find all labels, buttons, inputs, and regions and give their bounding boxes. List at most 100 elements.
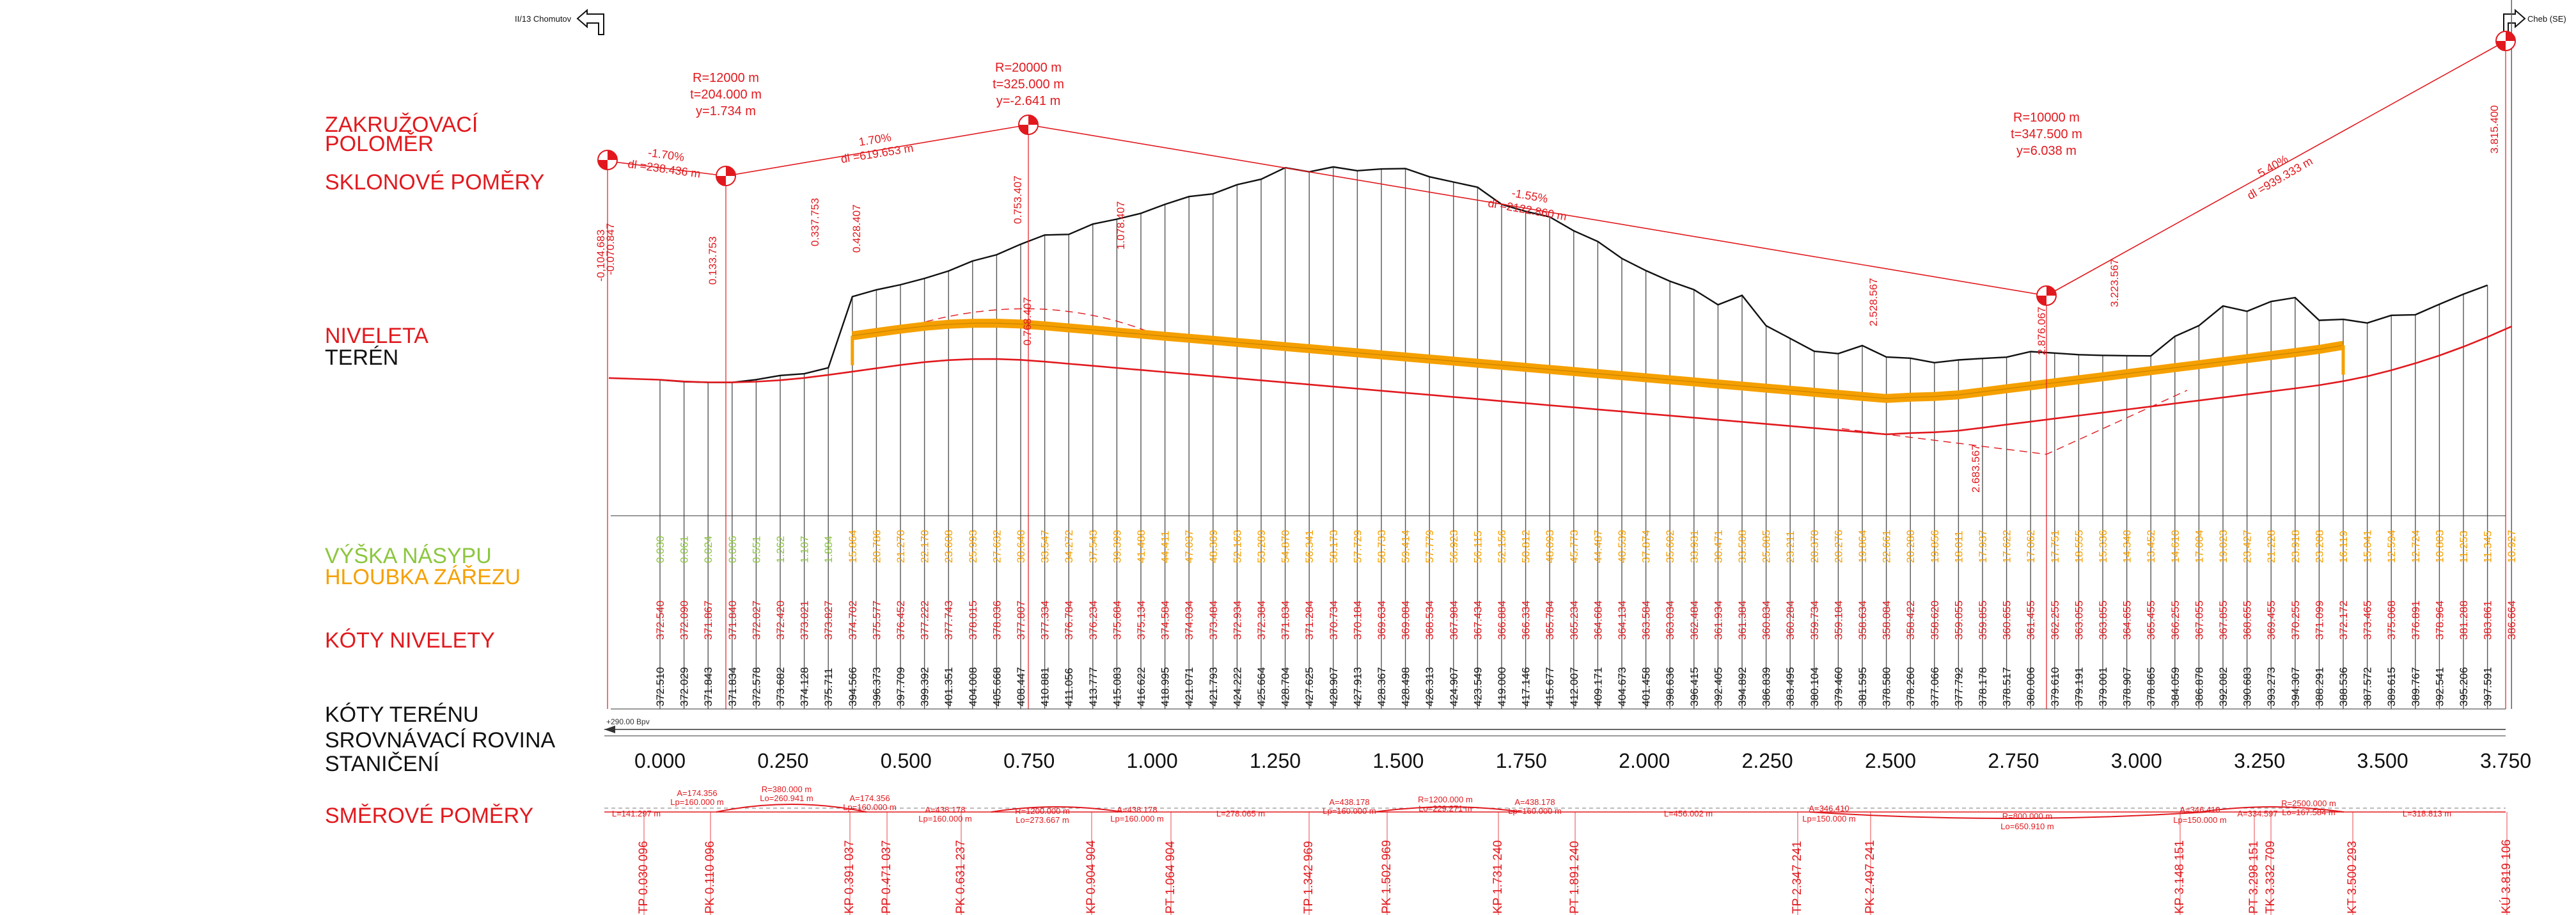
niveleta-elev-value: 366.884 bbox=[1496, 601, 1508, 640]
teren-elev-value: 392.541 bbox=[2433, 667, 2446, 706]
niveleta-elev-value: 361.384 bbox=[1736, 601, 1748, 640]
niveleta-elev-value: 367.434 bbox=[1472, 601, 1484, 640]
curve-tangent: t=347.500 m bbox=[2011, 127, 2082, 141]
teren-elev-value: 404.008 bbox=[967, 667, 979, 706]
height-value: 41.488 bbox=[1135, 530, 1147, 563]
pvi-marker-icon bbox=[2495, 31, 2516, 709]
teren-elev-value: 372.578 bbox=[750, 667, 762, 706]
height-value: 20.280 bbox=[1905, 530, 1917, 563]
height-value: 37.543 bbox=[1087, 530, 1099, 563]
height-value: 39.399 bbox=[1111, 530, 1123, 563]
label-koty-terenu: KÓTY TERÉNU bbox=[325, 703, 479, 727]
station-label: 2.750 bbox=[1988, 749, 2039, 772]
niveleta-elev-value: 362.484 bbox=[1688, 601, 1700, 640]
niveleta-elev-value: 363.584 bbox=[1640, 601, 1653, 640]
curve-ordinate: y=6.038 m bbox=[2016, 144, 2077, 158]
teren-elev-value: 378.517 bbox=[2001, 667, 2013, 706]
niveleta-elev-value: 359.184 bbox=[1832, 601, 1844, 640]
height-value: 21.228 bbox=[2265, 530, 2277, 563]
niveleta-elev-value: 363.055 bbox=[2073, 601, 2085, 640]
height-value: 12.724 bbox=[2410, 530, 2422, 563]
tangent-extension bbox=[888, 308, 1152, 333]
teren-elev-value: 427.913 bbox=[1351, 667, 1363, 706]
row-labels: ZAKRUŽOVACÍ POLOMĚR SKLONOVÉ POMĚRY NIVE… bbox=[325, 113, 556, 828]
niveleta-elev-value: 373.827 bbox=[822, 601, 835, 640]
niveleta-line bbox=[608, 326, 2512, 436]
pvi-value: -0.070.847 bbox=[604, 223, 617, 275]
teren-elev-value: 388.291 bbox=[2313, 667, 2325, 706]
teren-elev-value: 383.495 bbox=[1784, 667, 1796, 706]
curve-bump bbox=[991, 806, 1123, 813]
alignment-point: PK 0.110 096 bbox=[703, 841, 717, 914]
niveleta-elev-value: 375.684 bbox=[1111, 601, 1123, 640]
alignment-point: TP 2.347 241 bbox=[1791, 841, 1804, 914]
niveleta-elev-value: 377.743 bbox=[943, 601, 955, 640]
grade-tangent bbox=[1028, 124, 2047, 296]
alignment-l2: L=278.065 m bbox=[1216, 809, 1265, 818]
height-value: 22.170 bbox=[919, 530, 931, 563]
height-value: 23.427 bbox=[2242, 530, 2254, 563]
station-label: 1.250 bbox=[1250, 749, 1301, 772]
teren-elev-value: 381.595 bbox=[1857, 667, 1869, 706]
alignment-lo2: Lo=273.667 m bbox=[1016, 815, 1069, 825]
niveleta-elev-value: 370.734 bbox=[1328, 601, 1340, 640]
height-value: 14.340 bbox=[2121, 530, 2133, 563]
alignment-lp5: Lp=160.000 m bbox=[1323, 806, 1376, 816]
niveleta-elev-value: 378.036 bbox=[991, 601, 1003, 640]
teren-elev-value: 410.881 bbox=[1039, 667, 1051, 706]
niveleta-elev-value: 361.934 bbox=[1712, 601, 1724, 640]
niveleta-elev-value: 359.855 bbox=[1977, 601, 1989, 640]
niveleta-elev-value: 358.620 bbox=[1929, 601, 1941, 640]
height-value: 33.508 bbox=[1736, 530, 1748, 563]
teren-elev-value: 375.711 bbox=[822, 668, 835, 706]
niveleta-elev-value: 366.334 bbox=[1520, 601, 1532, 640]
niveleta-elev-value: 360.834 bbox=[1761, 601, 1773, 640]
niveleta-elev-value: 365.234 bbox=[1568, 601, 1580, 640]
teren-elev-value: 372.510 bbox=[654, 667, 666, 706]
niveleta-elev-value: 358.422 bbox=[1905, 601, 1917, 640]
teren-elev-value: 378.907 bbox=[2121, 667, 2133, 706]
teren-elev-value: 394.307 bbox=[2289, 667, 2302, 706]
height-value: 48.309 bbox=[1207, 530, 1220, 563]
niveleta-elev-value: 373.484 bbox=[1207, 601, 1220, 640]
height-value: 58.173 bbox=[1328, 530, 1340, 563]
niveleta-elev-value: 359.734 bbox=[1809, 601, 1821, 640]
pvi-marker-icon bbox=[1018, 115, 1039, 709]
alignment-lp2: Lp=160.000 m bbox=[843, 802, 896, 812]
height-value: 25.993 bbox=[967, 530, 979, 563]
niveleta-elev-value: 375.577 bbox=[870, 601, 883, 640]
teren-elev-value: 380.006 bbox=[2025, 667, 2037, 706]
pvi-quarter bbox=[1019, 125, 1028, 134]
pvi-symbols bbox=[597, 31, 2516, 709]
niveleta-elev-value: 378.015 bbox=[967, 601, 979, 640]
station-label: 0.000 bbox=[634, 749, 686, 772]
pvi-value: 2.528.567 bbox=[1867, 278, 1880, 326]
teren-elev-value: 425.664 bbox=[1255, 667, 1268, 706]
curve-bump bbox=[1809, 811, 2207, 819]
teren-elev-value: 427.625 bbox=[1303, 667, 1315, 706]
alignment-points: TP 0.030 096 PK 0.110 096 KP 0.391 037 PP 0… bbox=[637, 812, 2513, 915]
height-value: 27.632 bbox=[991, 530, 1003, 563]
alignment-lp1: Lp=160.000 m bbox=[670, 797, 723, 807]
pvi-quarter bbox=[1028, 115, 1038, 125]
station-label: 0.750 bbox=[1003, 749, 1055, 772]
height-value: 47.037 bbox=[1183, 530, 1195, 563]
teren-elev-value: 378.260 bbox=[1905, 667, 1917, 706]
arrow-left-icon bbox=[576, 8, 604, 35]
curve-bump bbox=[2199, 806, 2344, 813]
alignment-point: KP 0.391 037 bbox=[843, 840, 856, 914]
niveleta-elev-value: 373.021 bbox=[799, 601, 811, 640]
alignment-r3: R=1200.000 m bbox=[1418, 795, 1473, 804]
label-sklonove: SKLONOVÉ POMĚRY bbox=[325, 170, 544, 195]
niveleta-elev-value: 375.134 bbox=[1135, 601, 1147, 640]
teren-elev-value: 377.792 bbox=[1952, 667, 1965, 706]
alignment-l1: L=141.297 m bbox=[612, 809, 661, 818]
niveleta-elev-value: 360.655 bbox=[2001, 601, 2013, 640]
niveleta-elev-value: 364.684 bbox=[1592, 601, 1604, 640]
curve-radius: R=10000 m bbox=[2013, 111, 2080, 125]
niveleta-elev-value: 369.455 bbox=[2265, 601, 2277, 640]
alignment-point: PK 0.631 237 bbox=[954, 840, 968, 914]
niveleta-elev-value: 367.984 bbox=[1448, 601, 1460, 640]
alignment-lp8: Lp=150.000 m bbox=[2173, 815, 2226, 825]
